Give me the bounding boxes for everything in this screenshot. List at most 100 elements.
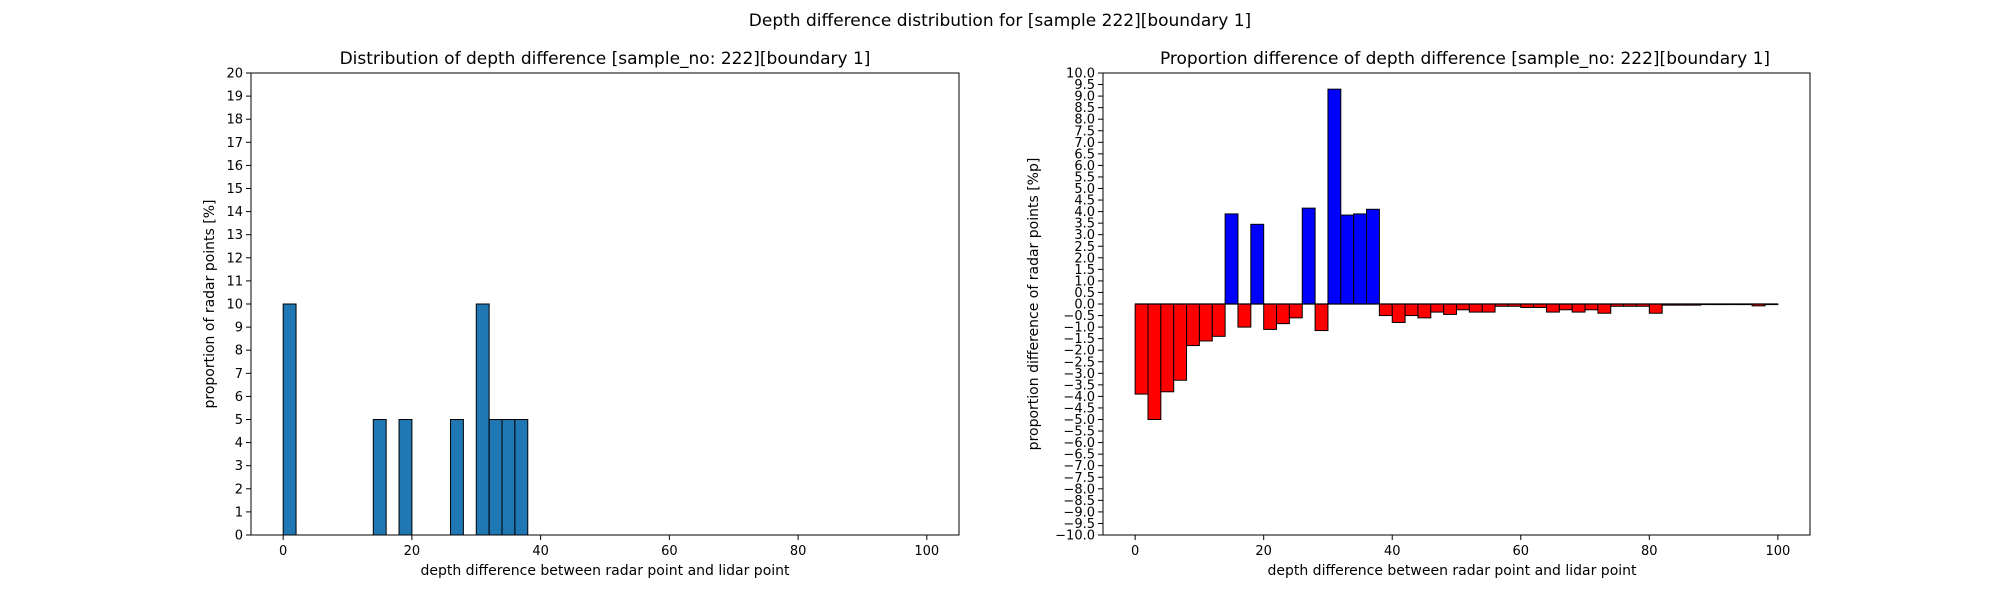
right-chart-title: Proportion difference of depth differenc… bbox=[1160, 49, 1770, 69]
right-bar-19 bbox=[1378, 303, 1393, 317]
right-y-tick-label-33: 6.5 bbox=[1074, 147, 1095, 162]
right-bar-15 bbox=[1327, 88, 1342, 305]
right-y-tick-label-4: −8.0 bbox=[1063, 482, 1095, 497]
left-y-axis-label: proportion of radar points [%] bbox=[202, 199, 218, 408]
left-x-tick-label-0: 0 bbox=[279, 544, 287, 559]
right-y-tick-label-32: 6.0 bbox=[1074, 159, 1095, 174]
left-y-tick-label-11: 11 bbox=[226, 274, 243, 289]
right-bar-6 bbox=[1211, 303, 1226, 337]
right-y-tick-label-25: 2.5 bbox=[1074, 240, 1095, 255]
left-y-tick-label-17: 17 bbox=[226, 136, 243, 151]
right-bar-14 bbox=[1314, 303, 1329, 332]
left-y-tick-label-20: 20 bbox=[226, 67, 243, 82]
left-y-tick-label-14: 14 bbox=[226, 205, 243, 220]
right-bar-27 bbox=[1481, 303, 1496, 313]
right-y-tick-label-5: −7.5 bbox=[1063, 471, 1095, 486]
left-y-tick-label-13: 13 bbox=[226, 228, 243, 243]
right-y-tick-label-34: 7.0 bbox=[1074, 136, 1095, 151]
right-y-tick-label-15: −2.5 bbox=[1063, 355, 1095, 370]
figure-suptitle: Depth difference distribution for [sampl… bbox=[749, 11, 1251, 31]
left-y-tick-label-5: 5 bbox=[235, 413, 243, 428]
left-histogram-panel: Distribution of depth difference [sample… bbox=[202, 49, 960, 579]
left-y-tick-label-7: 7 bbox=[235, 367, 243, 382]
right-y-tick-label-20: 0.0 bbox=[1074, 298, 1095, 313]
right-y-axis-label: proportion difference of radar points [%… bbox=[1026, 158, 1042, 451]
left-y-tick-label-3: 3 bbox=[235, 459, 243, 474]
left-bar-5 bbox=[488, 419, 503, 536]
left-y-tick-label-15: 15 bbox=[226, 182, 243, 197]
right-bar-2 bbox=[1160, 303, 1175, 393]
right-bar-20 bbox=[1391, 303, 1406, 323]
right-y-tick-label-0: −10.0 bbox=[1055, 529, 1095, 544]
left-y-tick-label-9: 9 bbox=[235, 321, 243, 336]
right-y-tick-label-17: −1.5 bbox=[1063, 332, 1095, 347]
left-x-tick-label-3: 60 bbox=[661, 544, 678, 559]
left-bar-0 bbox=[282, 303, 297, 536]
right-bar-36 bbox=[1597, 303, 1612, 314]
left-chart-title: Distribution of depth difference [sample… bbox=[340, 49, 871, 69]
right-bar-21 bbox=[1404, 303, 1419, 317]
left-y-tick-label-2: 2 bbox=[235, 482, 243, 497]
right-bar-22 bbox=[1417, 303, 1432, 319]
left-bar-1 bbox=[372, 419, 387, 536]
right-y-ticks: −10.0−9.5−9.0−8.5−8.0−7.5−7.0−6.5−6.0−5.… bbox=[1055, 67, 1103, 544]
right-bar-8 bbox=[1237, 303, 1252, 328]
right-bar-11 bbox=[1276, 303, 1290, 325]
right-y-tick-label-37: 8.5 bbox=[1074, 101, 1095, 116]
right-y-tick-label-16: −2.0 bbox=[1063, 344, 1095, 359]
right-y-tick-label-11: −4.5 bbox=[1063, 401, 1095, 416]
right-y-tick-label-12: −4.0 bbox=[1063, 390, 1095, 405]
right-y-tick-label-29: 4.5 bbox=[1074, 194, 1095, 209]
right-bar-34 bbox=[1571, 303, 1586, 313]
left-x-tick-label-2: 40 bbox=[532, 544, 549, 559]
right-x-tick-label-3: 60 bbox=[1512, 544, 1529, 559]
left-x-tick-label-5: 100 bbox=[914, 544, 939, 559]
right-y-tick-label-1: −9.5 bbox=[1063, 517, 1095, 532]
right-y-tick-label-18: −1.0 bbox=[1063, 321, 1095, 336]
left-bars bbox=[282, 303, 529, 536]
left-y-tick-label-12: 12 bbox=[226, 251, 243, 266]
right-bar-23 bbox=[1430, 303, 1445, 313]
left-x-axis-label: depth difference between radar point and… bbox=[420, 563, 790, 579]
right-bar-17 bbox=[1353, 213, 1368, 305]
right-y-tick-label-6: −7.0 bbox=[1063, 459, 1095, 474]
right-y-tick-label-28: 4.0 bbox=[1074, 205, 1095, 220]
left-bar-6 bbox=[501, 419, 516, 536]
left-plot-frame bbox=[250, 72, 960, 536]
left-y-tick-label-0: 0 bbox=[235, 529, 243, 544]
right-bar-7 bbox=[1224, 213, 1239, 305]
right-bar-26 bbox=[1468, 303, 1483, 313]
right-bar-4 bbox=[1186, 303, 1200, 347]
right-bar-9 bbox=[1250, 223, 1265, 305]
right-y-tick-label-23: 1.5 bbox=[1074, 263, 1095, 278]
right-y-tick-label-14: −3.0 bbox=[1063, 367, 1095, 382]
left-y-tick-label-8: 8 bbox=[235, 344, 243, 359]
right-y-tick-label-19: −0.5 bbox=[1063, 309, 1095, 324]
right-y-tick-label-38: 9.0 bbox=[1074, 90, 1095, 105]
left-x-tick-label-4: 80 bbox=[790, 544, 807, 559]
left-bar-3 bbox=[450, 419, 464, 536]
right-plot-frame bbox=[1102, 72, 1811, 536]
right-x-tick-label-5: 100 bbox=[1765, 544, 1790, 559]
right-y-tick-label-3: −8.5 bbox=[1063, 494, 1095, 509]
right-bar-3 bbox=[1173, 303, 1188, 381]
right-y-tick-label-7: −6.5 bbox=[1063, 448, 1095, 463]
right-y-tick-label-24: 2.0 bbox=[1074, 251, 1095, 266]
left-bar-7 bbox=[514, 419, 529, 536]
left-y-tick-label-16: 16 bbox=[226, 159, 243, 174]
right-bar-25 bbox=[1456, 303, 1470, 311]
right-x-tick-label-0: 0 bbox=[1131, 544, 1139, 559]
right-bar-0 bbox=[1134, 303, 1149, 395]
left-y-tick-label-19: 19 bbox=[226, 90, 243, 105]
right-y-tick-label-36: 8.0 bbox=[1074, 113, 1095, 128]
left-bar-4 bbox=[475, 303, 490, 536]
right-x-tick-label-1: 20 bbox=[1255, 544, 1272, 559]
right-bar-13 bbox=[1301, 207, 1316, 305]
right-difference-panel: Proportion difference of depth differenc… bbox=[1026, 49, 1811, 579]
left-bar-2 bbox=[398, 419, 413, 536]
left-y-tick-label-1: 1 bbox=[235, 505, 243, 520]
right-bar-16 bbox=[1340, 214, 1355, 305]
left-y-tick-label-10: 10 bbox=[226, 298, 243, 313]
